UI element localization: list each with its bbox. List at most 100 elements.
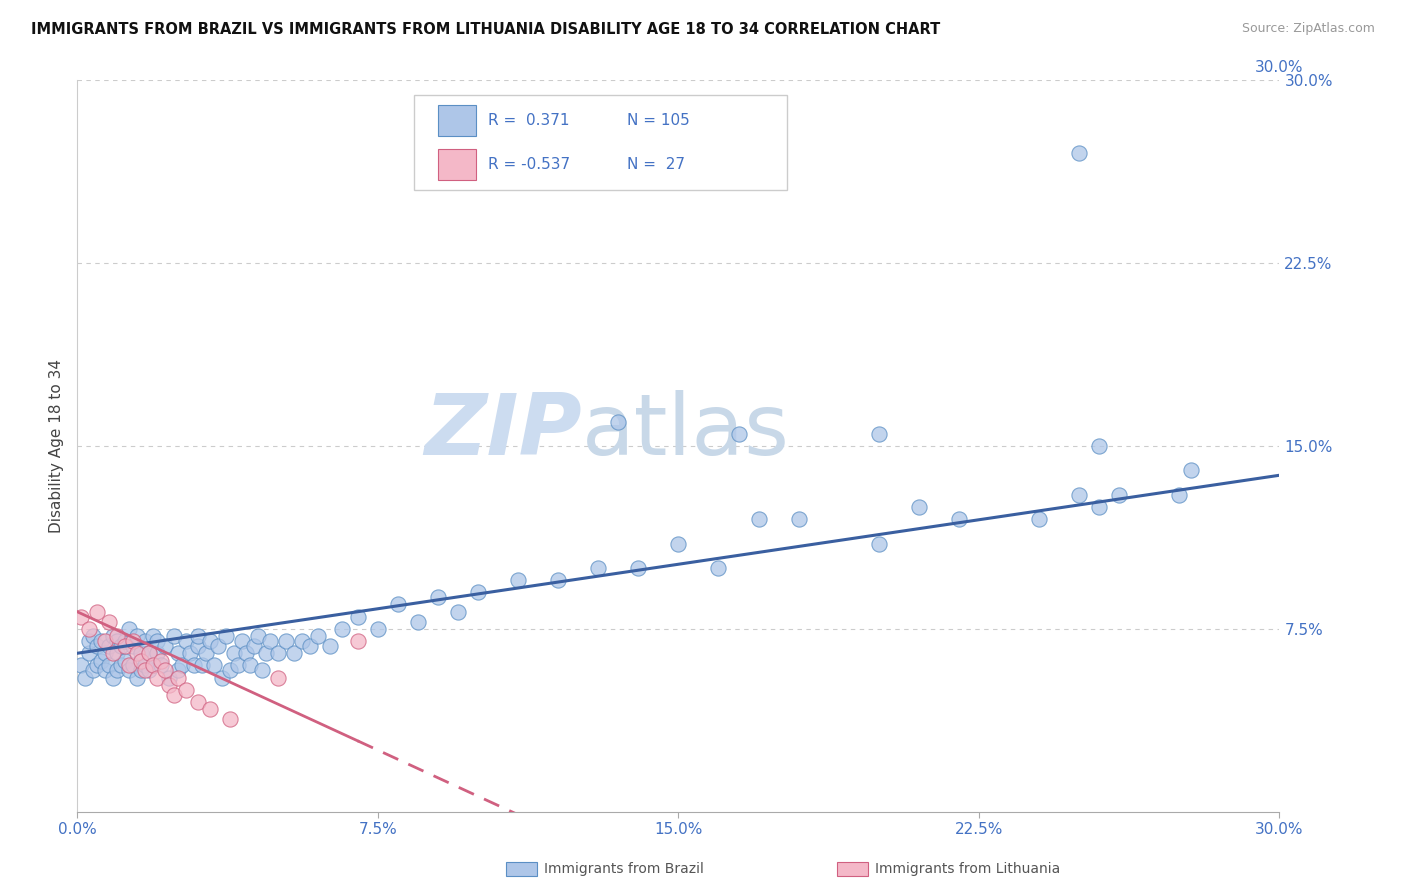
Text: N =  27: N = 27 [627,157,685,172]
Point [98,639,121,653]
Point [198,702,221,716]
Point [70,609,93,624]
Point [90,654,112,668]
Point [211,671,233,685]
Point [179,646,201,660]
Point [183,658,205,673]
Point [107,634,129,648]
Point [122,634,145,648]
Point [319,639,342,653]
Point [267,671,290,685]
Point [1069,488,1091,502]
Point [134,658,156,673]
Point [138,646,160,660]
Point [107,629,129,643]
Point [291,634,314,648]
Point [94,634,117,648]
Point [146,646,169,660]
Point [118,658,141,673]
Point [194,646,217,660]
Text: ZIP: ZIP [425,390,582,473]
Point [103,671,125,685]
Point [150,654,173,668]
Point [142,658,165,673]
Point [627,561,650,575]
Point [150,658,173,673]
Point [868,426,890,441]
Point [170,658,193,673]
Point [707,561,730,575]
Point [242,639,264,653]
Point [134,663,156,677]
Point [131,654,153,668]
Point [162,688,184,702]
Point [347,609,370,624]
Point [86,639,108,653]
Point [127,671,149,685]
Point [142,658,165,673]
Text: Immigrants from Lithuania: Immigrants from Lithuania [875,862,1060,876]
Point [387,598,409,612]
Point [90,634,112,648]
Point [250,663,273,677]
Point [79,634,101,648]
Point [254,646,277,660]
Y-axis label: Disability Age 18 to 34: Disability Age 18 to 34 [49,359,65,533]
Point [98,615,121,629]
Point [114,654,136,668]
Point [1108,488,1130,502]
Point [79,646,101,660]
Point [103,629,125,643]
Point [190,658,212,673]
Point [166,663,188,677]
Text: Immigrants from Brazil: Immigrants from Brazil [544,862,704,876]
Point [239,658,262,673]
Point [162,629,184,643]
Point [267,646,290,660]
Point [70,658,93,673]
Point [214,629,236,643]
Bar [439,149,477,180]
Point [202,658,225,673]
Point [82,629,104,643]
Point [159,678,181,692]
Point [107,663,129,677]
Point [259,634,281,648]
Point [547,573,569,587]
Point [467,585,489,599]
Point [607,415,630,429]
Text: Source: ZipAtlas.com: Source: ZipAtlas.com [1241,22,1375,36]
Point [1180,463,1202,477]
Point [187,639,209,653]
Point [138,663,160,677]
Point [1069,146,1091,161]
Text: R =  0.371: R = 0.371 [488,113,569,128]
Point [748,512,770,526]
Point [86,605,108,619]
Point [447,605,470,619]
Point [307,629,329,643]
Point [174,682,197,697]
Point [908,500,931,514]
Bar [439,105,477,136]
Point [138,646,160,660]
Point [146,634,169,648]
Point [218,712,240,726]
Point [159,671,181,685]
Point [222,646,245,660]
Point [207,639,229,653]
Point [1088,500,1111,514]
Point [98,658,121,673]
Text: N = 105: N = 105 [627,113,689,128]
Point [1168,488,1191,502]
Point [110,639,132,653]
Point [508,573,530,587]
Point [114,634,136,648]
Point [868,536,890,550]
Point [134,634,156,648]
Point [187,695,209,709]
Point [131,646,153,660]
Point [427,590,450,604]
Point [330,622,353,636]
Point [187,629,209,643]
